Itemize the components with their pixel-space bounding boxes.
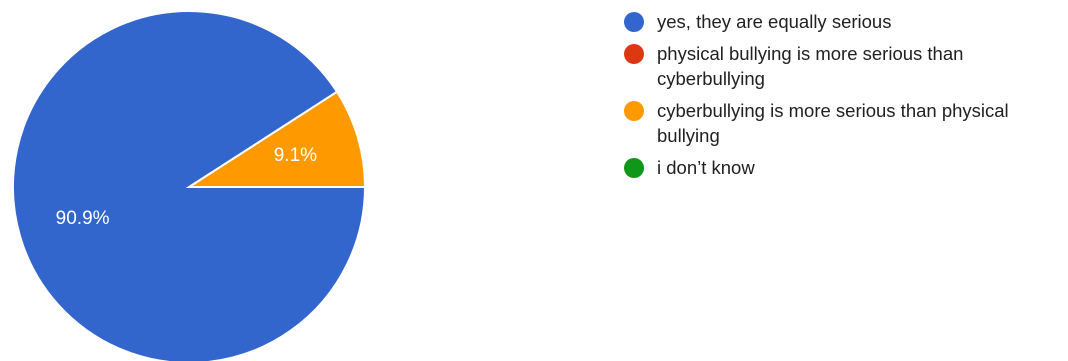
legend-label-2: cyberbullying is more serious than physi… [657,100,1009,146]
legend-swatch-0 [624,12,644,32]
pie-slice-0 [12,10,367,361]
legend-label-1: physical bullying is more serious than c… [657,43,964,89]
legend-swatch-3 [624,158,644,178]
pie-slice-labels: 9.1% 90.9% [56,145,317,229]
legend-label-0: yes, they are equally serious [657,11,892,32]
slice-label-0: 90.9% [56,208,110,229]
legend-label-3: i don’t know [657,157,755,178]
legend-item-0: yes, they are equally serious [624,9,1064,34]
legend-swatch-2 [624,101,644,121]
legend-item-3: i don’t know [624,155,1064,180]
legend-item-1: physical bullying is more serious than c… [624,41,1064,91]
legend: yes, they are equally serious physical bu… [624,9,1064,187]
slice-label-2: 9.1% [274,145,317,166]
pie-chart: 9.1% 90.9% [12,10,367,361]
legend-swatch-1 [624,44,644,64]
pie-slice-2 [185,90,367,188]
pie-slices [12,10,367,361]
legend-item-2: cyberbullying is more serious than physi… [624,98,1064,148]
